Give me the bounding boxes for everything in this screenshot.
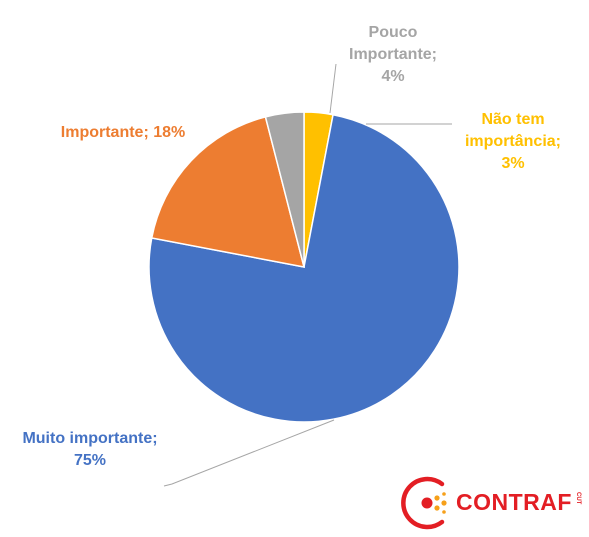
- pie-slices: [148, 111, 460, 423]
- data-label-line: Importante;: [349, 46, 437, 63]
- leader-line-pouco-importante: [329, 63, 337, 114]
- data-label-pouco-importante: Pouco Importante; 4%: [349, 24, 437, 85]
- leader-lines: [163, 63, 452, 487]
- leader-line-muito-importante: [163, 419, 335, 487]
- data-label-line: Muito importante;: [22, 430, 157, 447]
- data-labels: Muito importante; 75% Importante; 18% Pouco…: [22, 24, 561, 469]
- logo-text: CONTRAF: [456, 489, 572, 515]
- pie-slice-pouco-importante: [264, 111, 305, 268]
- data-label-importante: Importante; 18%: [61, 124, 185, 141]
- data-label-line: 75%: [74, 452, 106, 469]
- data-label-muito-importante: Muito importante; 75%: [22, 430, 157, 469]
- data-label-line: Importante; 18%: [61, 124, 185, 141]
- data-label-line: 3%: [501, 155, 524, 172]
- data-label-nao-tem-importancia: Não tem importância; 3%: [465, 111, 561, 172]
- data-label-line: 4%: [381, 68, 404, 85]
- data-label-line: importância;: [465, 133, 561, 150]
- data-label-line: Não tem: [481, 111, 544, 128]
- logo-subtext: CUT: [575, 492, 581, 505]
- contraf-logo: CONTRAF CUT: [398, 474, 584, 532]
- pie-slice-importante: [150, 115, 306, 268]
- pie-slice-muito-importante: [148, 113, 460, 423]
- logo-mark-icon: [401, 476, 447, 530]
- data-label-line: Pouco: [369, 24, 418, 41]
